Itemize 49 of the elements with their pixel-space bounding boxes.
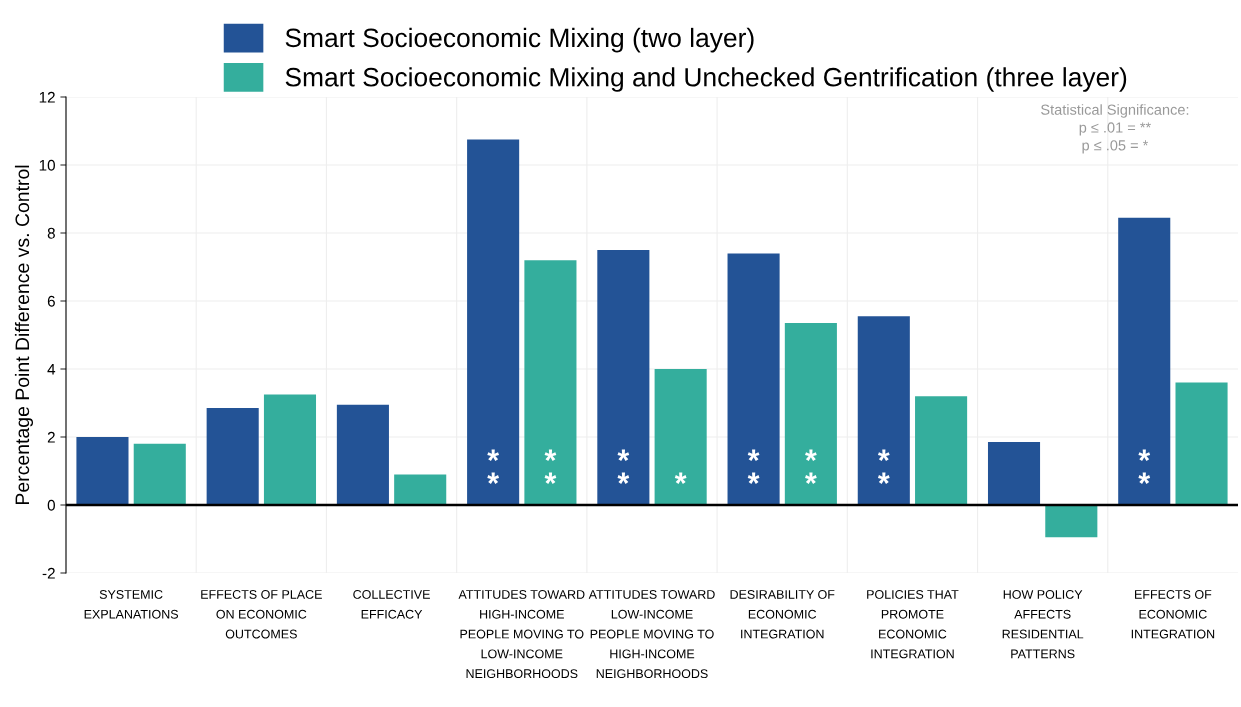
bar xyxy=(1118,217,1171,505)
data-label: ** xyxy=(617,449,630,484)
x-tick-label: EFFECTS OF PLACE ON ECONOMIC OUTCOMES xyxy=(201,590,322,639)
data-label: ** xyxy=(1138,449,1151,484)
x-tick-label: HOW POLICY AFFECTS RESIDENTIAL PATTERNS xyxy=(1002,590,1084,659)
bar xyxy=(915,396,968,505)
bar xyxy=(857,316,910,505)
data-label: ** xyxy=(487,449,500,484)
x-tick-label: EFFECTS OF ECONOMIC INTEGRATION xyxy=(1131,590,1215,639)
x-tick-label: POLICIES THAT PROMOTE ECONOMIC INTEGRATION xyxy=(867,590,959,659)
y-tick-label: 10 xyxy=(39,159,55,171)
x-tick-label: DESIRABILITY OF ECONOMIC INTEGRATION xyxy=(730,590,835,639)
bar xyxy=(133,443,186,505)
y-axis-title: Percentage Point Difference vs. Control xyxy=(14,165,34,504)
data-label: * xyxy=(674,472,687,484)
bar xyxy=(1175,382,1228,505)
bar xyxy=(784,323,837,505)
y-tick-label: 6 xyxy=(47,295,55,307)
bar xyxy=(597,250,650,505)
data-label: ** xyxy=(544,449,557,484)
bar xyxy=(394,474,447,505)
y-tick-label: 12 xyxy=(39,91,55,103)
data-label: ** xyxy=(747,449,760,484)
y-tick-label: -2 xyxy=(42,567,55,579)
y-tick-label: 0 xyxy=(47,499,55,511)
bar xyxy=(727,253,780,505)
legend-label: Smart Socioeconomic Mixing and Unchecked Gentrification (three layer) xyxy=(285,67,1127,92)
data-label: ** xyxy=(805,449,817,484)
x-tick-label: COLLECTIVE EFFICACY xyxy=(353,590,430,619)
bar xyxy=(263,394,317,505)
data-label: ** xyxy=(877,449,890,484)
bar xyxy=(654,369,707,505)
x-tick-label: ATTITUDES TOWARD HIGH-INCOME PEOPLE MOVING TO LOW-INCOME NEIGHBORHOODS xyxy=(458,590,585,679)
y-tick-label: 8 xyxy=(47,227,55,239)
annotation: p ≤ .05 = * xyxy=(1082,140,1149,154)
bar xyxy=(76,437,129,505)
annotation: p ≤ .01 = ** xyxy=(1079,122,1151,136)
y-tick-label: 2 xyxy=(47,431,55,443)
y-tick-label: 4 xyxy=(47,364,56,375)
bar xyxy=(1045,505,1098,538)
x-tick-label: ATTITUDES TOWARD LOW-INCOME PEOPLE MOVING TO HIGH-INCOME NEIGHBORHOODS xyxy=(588,590,715,679)
bar xyxy=(987,442,1041,505)
bar xyxy=(206,408,259,505)
bar xyxy=(524,260,577,505)
bar xyxy=(336,404,389,505)
bar xyxy=(467,139,520,505)
legend-label: Smart Socioeconomic Mixing (two layer) xyxy=(285,27,754,53)
annotation: Statistical Significance: xyxy=(1041,104,1189,118)
x-tick-label: SYSTEMIC EXPLANATIONS xyxy=(84,590,179,619)
